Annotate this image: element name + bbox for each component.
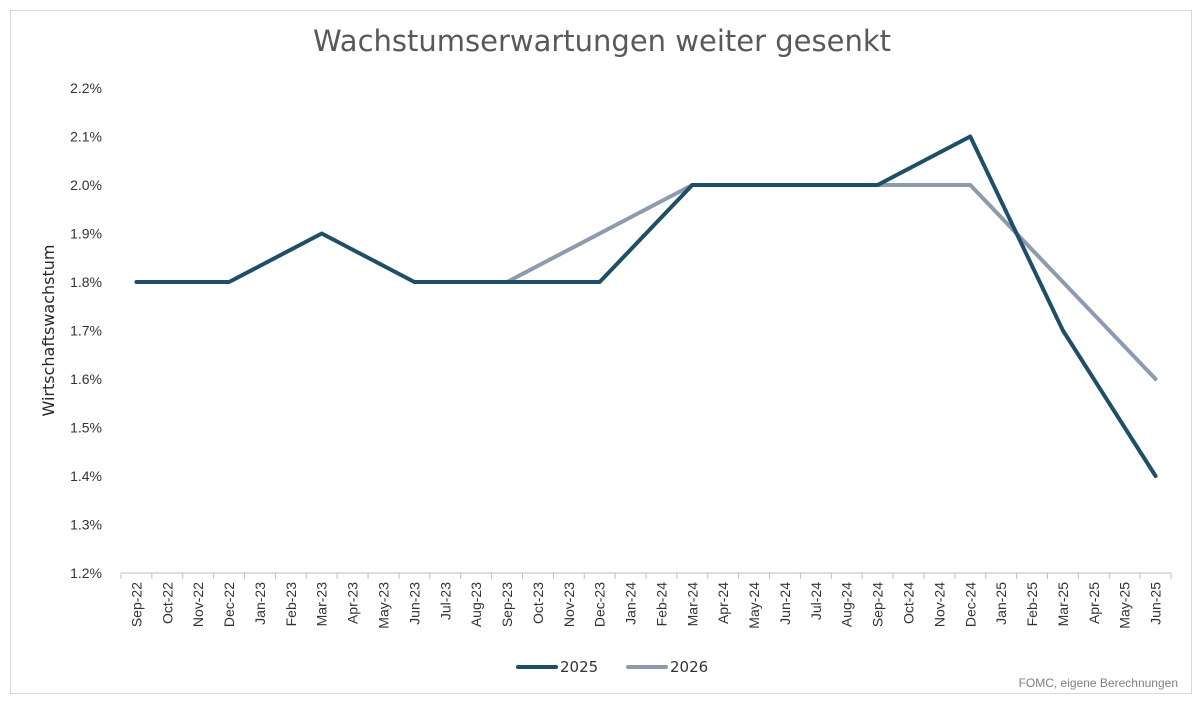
x-tick-label: Nov-23 [561, 582, 577, 627]
x-tick-label: Feb-23 [283, 582, 299, 627]
x-tick-label: Nov-24 [931, 582, 947, 627]
x-tick-label: Dec-23 [592, 582, 608, 627]
y-tick-label: 1.6% [70, 371, 102, 387]
y-tick-label: 1.9% [70, 226, 102, 242]
x-tick-label: Feb-25 [1024, 582, 1040, 627]
x-tick-label: Sep-24 [870, 582, 886, 627]
x-tick-label: Aug-23 [468, 582, 484, 627]
x-tick-label: Feb-24 [653, 582, 669, 627]
x-tick-label: May-23 [376, 582, 392, 629]
chart-frame [10, 10, 1192, 694]
x-tick-label: Jun-23 [406, 582, 422, 625]
x-tick-label: Jun-24 [777, 582, 793, 625]
x-tick-label: Mar-25 [1055, 582, 1071, 627]
y-axis-title: Wirtschaftswachstum [39, 245, 58, 417]
x-tick-label: Apr-23 [345, 582, 361, 624]
y-tick-label: 1.3% [70, 517, 102, 533]
chart-title: Wachstumserwartungen weiter gesenkt [312, 24, 891, 58]
series-line-2025 [134, 134, 1158, 478]
x-tick-label: Mar-24 [684, 582, 700, 627]
x-tick-label: Dec-24 [962, 582, 978, 627]
y-tick-label: 1.4% [70, 468, 102, 484]
source-note: FOMC, eigene Berechnungen [1018, 676, 1178, 690]
legend-label-2026: 2026 [670, 658, 708, 676]
x-tick-label: Sep-23 [499, 582, 515, 627]
y-tick-label: 2.0% [70, 177, 102, 193]
x-tick-label: May-24 [746, 582, 762, 629]
x-tick-label: Jan-25 [993, 582, 1009, 625]
x-tick-label: Oct-23 [530, 582, 546, 624]
x-tick-label: Apr-24 [715, 582, 731, 624]
y-tick-label: 1.5% [70, 420, 102, 436]
x-tick-label: Jun-25 [1148, 582, 1164, 625]
x-tick-label: Nov-22 [190, 582, 206, 627]
x-tick-label: Aug-24 [839, 582, 855, 627]
series-line-2026 [505, 183, 1158, 381]
x-tick-label: Jan-24 [623, 582, 639, 625]
x-tick-label: May-25 [1117, 582, 1133, 629]
y-tick-label: 1.8% [70, 274, 102, 290]
x-tick-label: Jul-23 [437, 582, 453, 620]
y-tick-label: 1.2% [70, 565, 102, 581]
legend-label-2025: 2025 [560, 658, 598, 676]
x-tick-label: Sep-22 [128, 582, 144, 627]
x-tick-label: Mar-23 [314, 582, 330, 627]
y-tick-label: 2.1% [70, 129, 102, 145]
x-tick-label: Oct-24 [901, 582, 917, 624]
x-tick-label: Jan-23 [252, 582, 268, 625]
x-tick-label: Oct-22 [159, 582, 175, 624]
x-tick-label: Dec-22 [221, 582, 237, 627]
y-tick-label: 1.7% [70, 323, 102, 339]
x-tick-label: Jul-24 [808, 582, 824, 620]
y-tick-label: 2.2% [70, 80, 102, 96]
x-tick-label: Apr-25 [1086, 582, 1102, 624]
